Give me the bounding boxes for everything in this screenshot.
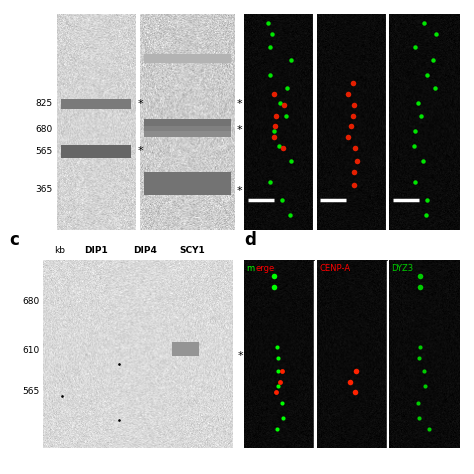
Text: 565: 565 <box>23 387 40 396</box>
Bar <box>144 172 231 195</box>
Text: *: * <box>237 186 242 196</box>
Bar <box>317 14 387 230</box>
Text: DYZ3: DYZ3 <box>392 264 414 273</box>
Bar <box>389 261 459 448</box>
Bar <box>61 145 131 158</box>
Bar <box>144 131 231 137</box>
Text: c: c <box>9 231 19 249</box>
Text: DIP1: DIP1 <box>84 246 108 255</box>
Text: 365: 365 <box>35 185 52 194</box>
Text: *: * <box>237 125 242 135</box>
Text: CENP-A: CENP-A <box>319 264 350 273</box>
Text: kb: kb <box>54 246 65 255</box>
Text: 680: 680 <box>35 125 52 134</box>
Text: *: * <box>237 99 242 109</box>
Text: *: * <box>137 146 143 156</box>
Text: DIP4: DIP4 <box>133 246 157 255</box>
Text: 565: 565 <box>35 146 52 155</box>
Bar <box>244 261 314 448</box>
Bar <box>317 261 387 448</box>
Text: 825: 825 <box>35 99 52 108</box>
Text: 680: 680 <box>23 297 40 306</box>
Bar <box>61 99 131 109</box>
Text: *: * <box>238 351 244 361</box>
Bar <box>389 14 459 230</box>
Bar <box>172 342 199 356</box>
Text: *: * <box>137 99 143 109</box>
Text: m: m <box>246 264 255 273</box>
Text: SCY1: SCY1 <box>180 246 205 255</box>
Bar <box>144 54 231 63</box>
Bar <box>244 14 314 230</box>
Text: d: d <box>244 231 256 249</box>
Bar <box>144 119 231 127</box>
Text: 610: 610 <box>23 346 40 355</box>
Bar <box>144 126 231 133</box>
Text: erge: erge <box>255 264 274 273</box>
